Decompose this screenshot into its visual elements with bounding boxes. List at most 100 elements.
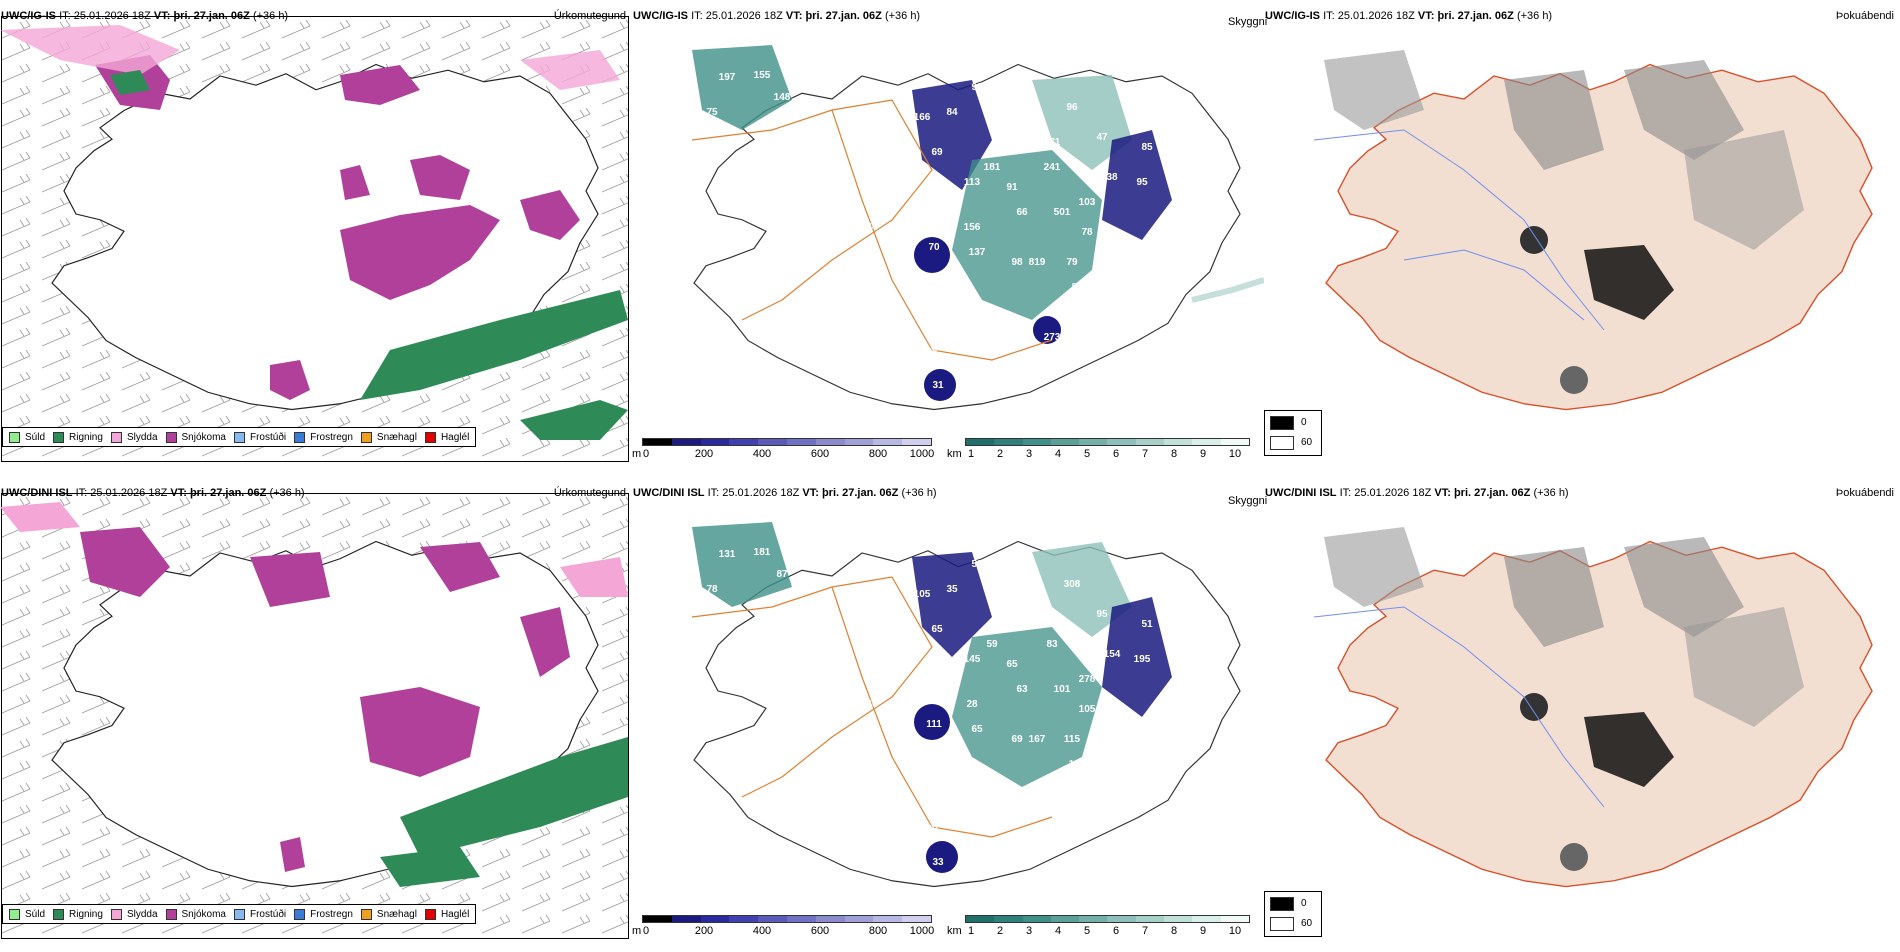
- legend-item: Slydda: [110, 908, 158, 920]
- ceiling-value-label: 137: [969, 247, 986, 258]
- fog-map: [1313, 527, 1873, 888]
- ceiling-value-label: 78: [706, 584, 718, 595]
- legend-item: Frostregn: [294, 431, 353, 443]
- ceiling-value-label: 96: [1066, 102, 1078, 113]
- valid-time: þri. 27.jan. 06Z: [805, 10, 882, 22]
- ceiling-value-label: 105: [914, 589, 931, 600]
- lead-time: (+36 h): [901, 487, 937, 499]
- ceiling-value-label: 28: [966, 699, 978, 710]
- ceiling-value-label: 273: [1044, 332, 1061, 343]
- ceiling-value-label: 166: [914, 112, 931, 123]
- ceiling-value-label: 65: [931, 624, 943, 635]
- precip-map: [0, 497, 628, 937]
- ceiling-value-label: 148: [774, 92, 791, 103]
- ceiling-value-label: 136: [1044, 614, 1061, 625]
- precip-type-panel-dini: UWC/DINI ISL IT: 25.01.2026 18Z VT: þri.…: [0, 477, 632, 952]
- model-name: UWC/DINI ISL: [1265, 487, 1337, 499]
- map-frame: [1, 16, 629, 462]
- legend-item: Snjókoma: [165, 908, 226, 920]
- legend-item: Haglél: [424, 431, 469, 443]
- legend-item: Frostregn: [294, 908, 353, 920]
- map-frame: [1, 493, 629, 939]
- fog-map: [1313, 50, 1873, 411]
- legend-item: Frostúði: [233, 431, 286, 443]
- ceiling-value-label: 501: [1054, 207, 1071, 218]
- visibility-colorbar: km 1 2 3 4 5 6 7 8 9 10: [947, 915, 1257, 945]
- fog-index-legend: 0 60: [1264, 410, 1322, 456]
- ceiling-value-label: 115: [1064, 734, 1081, 745]
- ceiling-value-label: 65: [1006, 659, 1018, 670]
- ceiling-value-label: 131: [719, 549, 736, 560]
- ceiling-value-label: 171: [1044, 137, 1061, 148]
- ceiling-value-label: 113: [964, 177, 981, 188]
- snow-areas: [95, 55, 580, 400]
- ceiling-visibility-panel-ig: UWC/IG-IS IT: 25.01.2026 18Z VT: þri. 27…: [632, 0, 1272, 475]
- ceiling-value-label: 95: [1096, 609, 1108, 620]
- ceiling-value-label: 31: [932, 380, 944, 391]
- ceiling-value-label: 127: [1069, 759, 1086, 770]
- ceiling-value-label: 181: [754, 547, 771, 558]
- ceiling-value-label: 83: [1046, 639, 1058, 650]
- ceiling-value-label: 105: [1079, 704, 1096, 715]
- model-name: UWC/IG-IS: [633, 10, 688, 22]
- ceiling-value-label: 49: [1106, 262, 1118, 273]
- model-name: UWC/DINI ISL: [633, 487, 705, 499]
- ceiling-value-label: 156: [964, 222, 981, 233]
- ceiling-value-label: 44: [866, 222, 878, 233]
- precip-map: [0, 20, 628, 460]
- ceiling-value-label: 181: [984, 162, 1001, 173]
- ceiling-value-label: 84: [946, 107, 958, 118]
- ceiling-value-label: 66: [866, 699, 878, 710]
- ceiling-value-label: 68: [1096, 297, 1108, 308]
- init-time: 25.01.2026 18Z: [705, 10, 783, 22]
- ceiling-value-label: 70: [928, 242, 940, 253]
- ceiling-value-label: 33: [932, 857, 944, 868]
- ceiling-value-label: 167: [1029, 734, 1046, 745]
- ceiling-value-label: 155: [754, 70, 771, 81]
- legend-item: Súld: [9, 431, 45, 443]
- panel-title: Þokuábendi: [1835, 10, 1894, 22]
- precip-legend: Súld Rigning Slydda Snjókoma Frostúði Fr…: [2, 904, 477, 924]
- panel-header: UWC/IG-IS IT: 25.01.2026 18Z VT: þri. 27…: [1265, 10, 1894, 22]
- ceiling-value-label: 223: [1009, 549, 1026, 560]
- legend-item: Slydda: [110, 431, 158, 443]
- ceiling-value-label: 97: [1046, 809, 1058, 820]
- ceiling-value-label: 70: [1106, 739, 1118, 750]
- ceiling-value-label: 69: [931, 147, 943, 158]
- ceiling-value-label: 18: [1026, 589, 1038, 600]
- ceiling-value-label: 79: [1066, 257, 1078, 268]
- ceiling-value-label: 82: [1071, 282, 1083, 293]
- ceiling-value-label: 197: [719, 72, 736, 83]
- legend-item: Rigning: [53, 431, 103, 443]
- ceiling-value-label: 92: [971, 82, 983, 93]
- ceiling-value-label: 95: [1136, 177, 1148, 188]
- precip-type-panel-ig: UWC/IG-IS IT: 25.01.2026 18Z VT: þri. 27…: [0, 0, 632, 475]
- panel-title: Skyggni: [1228, 495, 1268, 507]
- ceiling-value-label: 38: [1106, 172, 1118, 183]
- ceiling-colorbar: m 0 200 400 600 800 1000: [632, 438, 937, 468]
- lead-time: (+36 h): [1533, 487, 1569, 499]
- ceiling-visibility-panel-dini: UWC/DINI ISL IT: 25.01.2026 18Z VT: þri.…: [632, 477, 1272, 952]
- ceiling-value-label: 69: [1011, 734, 1023, 745]
- ceiling-value-label: 91: [1006, 182, 1018, 193]
- ceiling-value-label: 35: [946, 584, 958, 595]
- ceiling-value-label: 88: [926, 347, 938, 358]
- ceiling-value-label: 60: [1096, 774, 1108, 785]
- ceiling-value-label: 63: [1016, 684, 1028, 695]
- valid-time: þri. 27.jan. 06Z: [1437, 10, 1514, 22]
- ceiling-value-label: 361: [1024, 112, 1041, 123]
- legend-item: Snæhagl: [360, 431, 417, 443]
- ceiling-colorbar: m 0 200 400 600 800 1000: [632, 915, 937, 945]
- ceiling-map: 131 181 87 78 105 35 65 145 59 223 18 308 136 95 51 59 6…: [691, 522, 1241, 888]
- ceiling-value-label: 241: [1044, 162, 1061, 173]
- ceiling-value-label: 51: [1141, 619, 1153, 630]
- model-name: UWC/IG-IS: [1265, 10, 1320, 22]
- ceiling-value-label: 66: [1016, 207, 1028, 218]
- fog-index-panel-dini: UWC/DINI ISL IT: 25.01.2026 18Z VT: þri.…: [1264, 477, 1900, 952]
- legend-item: Snæhagl: [360, 908, 417, 920]
- init-time: 25.01.2026 18Z: [1354, 487, 1432, 499]
- ceiling-value-label: 154: [1104, 649, 1121, 660]
- ceiling-value-label: 98: [1011, 257, 1023, 268]
- precip-legend: Súld Rigning Slydda Snjókoma Frostúði Fr…: [2, 427, 477, 447]
